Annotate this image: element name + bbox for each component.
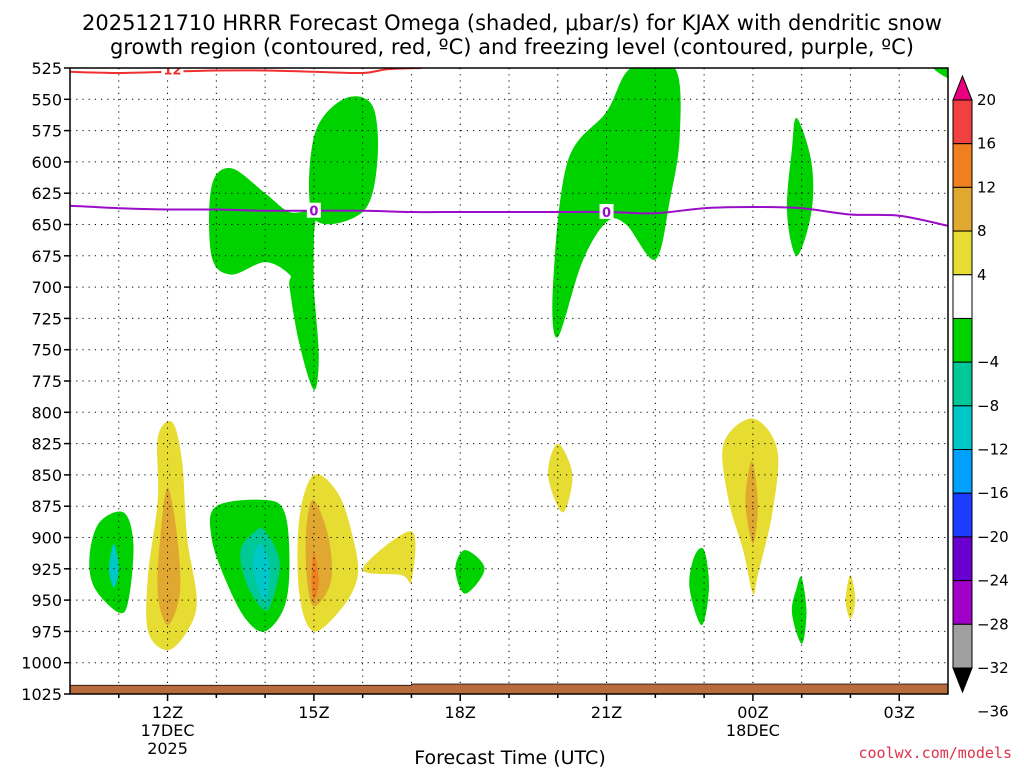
shade-descent-16z-tail xyxy=(362,531,416,584)
shade-ascent-01z-upper xyxy=(786,117,814,256)
colorbar-label-2: 12 xyxy=(977,178,996,196)
shade-descent-02z xyxy=(845,575,856,619)
y-tick-label-825: 825 xyxy=(31,435,62,454)
colorbar-bin-6 xyxy=(952,317,973,363)
colorbar-bin-2 xyxy=(952,143,973,188)
colorbar-label-0: 20 xyxy=(977,91,996,109)
colorbar-label-9: −20 xyxy=(977,528,1009,546)
chart-title-line-1: 2025121710 HRRR Forecast Omega (shaded, … xyxy=(82,11,942,35)
shade-descent-12z-core xyxy=(157,487,181,626)
colorbar-bin-10 xyxy=(952,492,973,538)
y-tick-label-850: 850 xyxy=(31,466,62,485)
colorbar-label-7: −12 xyxy=(977,441,1009,459)
y-tick-label-975: 975 xyxy=(31,622,62,641)
x-tick-label-12-2: 2025 xyxy=(147,739,188,758)
x-tick-label-24-0: 00Z xyxy=(737,703,768,722)
shade-ascent-21z-upper xyxy=(552,68,681,338)
y-tick-label-875: 875 xyxy=(31,497,62,516)
shade-ascent-11z-low-core xyxy=(109,543,119,588)
shade-descent-20z xyxy=(547,443,573,513)
colorbar-bin-11 xyxy=(952,536,973,582)
y-tick-label-900: 900 xyxy=(31,529,62,548)
x-tick-label-24-1: 18DEC xyxy=(726,721,780,740)
x-tick-label-27-0: 03Z xyxy=(884,703,915,722)
colorbar-label-5: −4 xyxy=(977,353,999,371)
colorbar-label-12: −32 xyxy=(977,659,1009,677)
shade-ascent-03z-corner xyxy=(933,68,948,78)
y-tick-label-550: 550 xyxy=(31,90,62,109)
plot-area: 12 0 0 xyxy=(70,64,948,694)
shade-descent-00z-core xyxy=(745,460,758,544)
x-tick-label-12-0: 12Z xyxy=(152,703,183,722)
colorbar-label-3: 8 xyxy=(977,222,987,240)
x-tick-label-15-0: 15Z xyxy=(298,703,329,722)
dendritic-growth-contour xyxy=(70,68,422,75)
y-tick-label-750: 750 xyxy=(31,341,62,360)
colorbar-bin-7 xyxy=(952,361,973,407)
y-tick-label-625: 625 xyxy=(31,184,62,203)
colorbar-bin-8 xyxy=(952,405,973,451)
y-tick-label-800: 800 xyxy=(31,403,62,422)
shade-ascent-12z-upper xyxy=(209,168,319,390)
y-tick-label-725: 725 xyxy=(31,309,62,328)
shade-descent-15z-peak xyxy=(311,552,319,601)
shade-ascent-23z-low xyxy=(689,547,710,626)
y-tick-label-700: 700 xyxy=(31,278,62,297)
dendritic-contour-label: 12 xyxy=(163,64,181,79)
colorbar-bin-3 xyxy=(952,186,973,232)
surface-terrain xyxy=(70,683,948,694)
y-tick-label-600: 600 xyxy=(31,153,62,172)
shade-ascent-01z-low xyxy=(791,576,807,644)
omega-shaded-regions xyxy=(89,68,948,651)
freezing-contour-label-0: 0 xyxy=(309,205,318,220)
chart-title-line-2: growth region (contoured, red, ºC) and f… xyxy=(110,35,914,59)
shade-ascent-14z-low-core xyxy=(252,543,271,601)
x-tick-label-12-1: 17DEC xyxy=(141,721,195,740)
colorbar-bin-9 xyxy=(952,449,973,494)
colorbar-bin-13 xyxy=(952,623,973,669)
colorbar-label-1: 16 xyxy=(977,135,996,153)
y-tick-label-525: 525 xyxy=(31,59,62,78)
x-tick-label-21-0: 21Z xyxy=(591,703,622,722)
colorbar-bin-1 xyxy=(952,99,973,145)
freezing-label-bg-1 xyxy=(599,203,614,219)
y-tick-label-1000: 1000 xyxy=(21,654,62,673)
y-tick-label-1025: 1025 xyxy=(21,685,62,704)
colorbar-label-4: 4 xyxy=(977,266,987,284)
colorbar-bin-5 xyxy=(952,274,973,319)
x-axis-label: Forecast Time (UTC) xyxy=(414,747,605,768)
y-tick-label-775: 775 xyxy=(31,372,62,391)
freezing-level-contour xyxy=(70,204,948,227)
y-tick-label-575: 575 xyxy=(31,122,62,141)
colorbar-label-13: −36 xyxy=(977,703,1009,721)
y-tick-label-675: 675 xyxy=(31,247,62,266)
y-tick-label-925: 925 xyxy=(31,560,62,579)
colorbar-label-6: −8 xyxy=(977,397,999,415)
colorbar-label-10: −24 xyxy=(977,572,1009,590)
y-axis: 525 550 575 600 625 650 675 700 725 750 775 800 825 8… xyxy=(21,59,70,704)
colorbar-bin-4 xyxy=(952,230,973,276)
credit-text: coolwx.com/models xyxy=(858,744,1012,762)
shade-ascent-18z-low xyxy=(455,550,485,594)
colorbar-bin-12 xyxy=(952,580,973,625)
freezing-contour-label-1: 0 xyxy=(602,206,611,221)
x-tick-label-18-0: 18Z xyxy=(445,703,476,722)
freezing-label-bg-0 xyxy=(306,202,321,218)
y-tick-label-950: 950 xyxy=(31,591,62,610)
colorbar-label-11: −28 xyxy=(977,615,1009,633)
y-tick-label-650: 650 xyxy=(31,216,62,235)
shade-ascent-15z-upper xyxy=(308,96,379,225)
colorbar-bin-bottom xyxy=(952,667,973,694)
contour-lines: 12 0 0 xyxy=(70,64,948,227)
colorbar: 20 16 12 8 4 −4 −8 −12 −16 −20 −24 −28 −32 −36 xyxy=(952,74,1009,721)
dendritic-label-bg xyxy=(161,68,184,77)
gridlines xyxy=(70,68,948,694)
colorbar-label-8: −16 xyxy=(977,484,1009,502)
terrain-layer xyxy=(70,683,948,694)
